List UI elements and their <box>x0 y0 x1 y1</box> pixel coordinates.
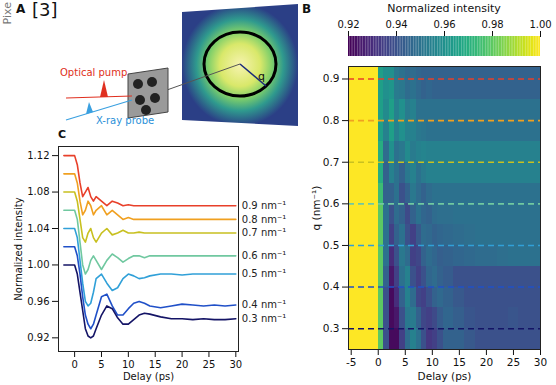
svg-text:30: 30 <box>229 359 242 370</box>
svg-text:20: 20 <box>480 356 493 368</box>
svg-text:0.4: 0.4 <box>323 280 340 292</box>
svg-text:0.9: 0.9 <box>323 72 340 84</box>
svg-text:0.7: 0.7 <box>323 156 340 168</box>
svg-text:0.6 nm⁻¹: 0.6 nm⁻¹ <box>242 250 286 261</box>
svg-text:0.5 nm⁻¹: 0.5 nm⁻¹ <box>242 268 286 279</box>
svg-text:0.94: 0.94 <box>385 19 407 30</box>
svg-text:0.8 nm⁻¹: 0.8 nm⁻¹ <box>242 214 286 225</box>
svg-text:0.96: 0.96 <box>27 296 49 307</box>
svg-text:30: 30 <box>534 356 547 368</box>
svg-text:0.3 nm⁻¹: 0.3 nm⁻¹ <box>242 313 286 324</box>
svg-text:1.00: 1.00 <box>27 259 49 270</box>
svg-text:15: 15 <box>149 359 162 370</box>
svg-text:0.9 nm⁻¹: 0.9 nm⁻¹ <box>242 200 286 211</box>
svg-text:0.92: 0.92 <box>337 19 359 30</box>
svg-text:q (nm⁻¹): q (nm⁻¹) <box>310 186 322 231</box>
svg-text:1.08: 1.08 <box>27 186 49 197</box>
svg-text:1.12: 1.12 <box>27 150 49 161</box>
svg-text:0.7 nm⁻¹: 0.7 nm⁻¹ <box>242 227 286 238</box>
svg-text:25: 25 <box>203 359 216 370</box>
svg-text:0.96: 0.96 <box>433 19 455 30</box>
svg-text:X-ray probe: X-ray probe <box>96 115 154 126</box>
svg-text:1.04: 1.04 <box>27 223 49 234</box>
svg-text:0.5: 0.5 <box>323 239 340 251</box>
svg-text:0.8: 0.8 <box>323 114 340 126</box>
svg-text:10: 10 <box>122 359 135 370</box>
svg-text:q: q <box>258 70 265 83</box>
svg-text:0.98: 0.98 <box>481 19 503 30</box>
html-text:A [3]: A [3] <box>16 0 58 20</box>
svg-text:-5: -5 <box>346 356 356 368</box>
svg-text:10: 10 <box>426 356 439 368</box>
svg-text:0: 0 <box>375 356 382 368</box>
svg-text:Delay (ps): Delay (ps) <box>123 371 174 382</box>
svg-text:Optical pump: Optical pump <box>60 67 127 78</box>
html-text:C: C <box>58 128 67 141</box>
html-text:B: B <box>302 2 312 16</box>
svg-text:0.6: 0.6 <box>323 197 340 209</box>
svg-text:15: 15 <box>453 356 466 368</box>
html-text:Normalized intensity: Normalized intensity <box>387 2 501 15</box>
html-text:Pixe: Pixe <box>1 2 14 25</box>
svg-text:0: 0 <box>71 359 77 370</box>
svg-text:0.92: 0.92 <box>27 332 49 343</box>
svg-text:25: 25 <box>507 356 520 368</box>
svg-text:5: 5 <box>402 356 409 368</box>
svg-text:0.4 nm⁻¹: 0.4 nm⁻¹ <box>242 299 286 310</box>
svg-text:Normalized intensity: Normalized intensity <box>13 197 24 300</box>
svg-text:20: 20 <box>176 359 189 370</box>
svg-text:5: 5 <box>98 359 104 370</box>
svg-text:1.00: 1.00 <box>529 19 551 30</box>
svg-text:0.3: 0.3 <box>323 322 340 334</box>
svg-text:Delay (ps): Delay (ps) <box>418 370 472 382</box>
